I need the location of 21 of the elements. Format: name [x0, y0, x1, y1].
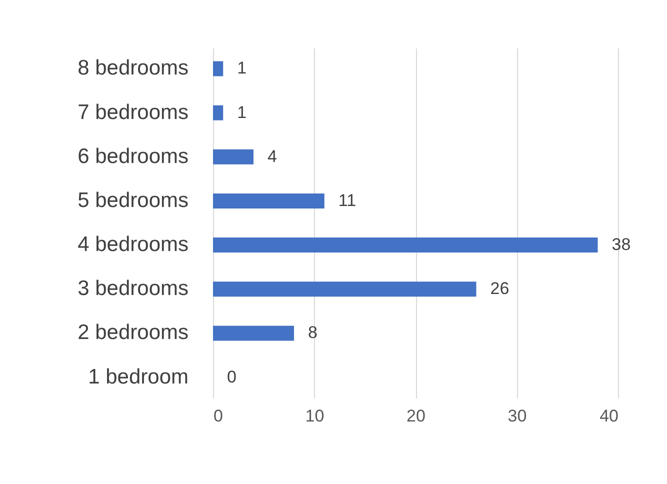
y-tick-label: 2 bedrooms	[78, 321, 188, 344]
y-tick-label: 8 bedrooms	[78, 56, 188, 80]
data-label: 1	[237, 102, 247, 122]
x-tick-label: 40	[600, 406, 618, 426]
data-label: 4	[268, 146, 277, 166]
data-label: 1	[237, 58, 247, 78]
y-tick-label: 4 bedrooms	[78, 233, 188, 256]
x-tick-label: 0	[214, 406, 223, 426]
data-label: 0	[227, 367, 236, 386]
y-tick-label: 1 bedroom	[88, 365, 188, 388]
x-tick-label: 20	[406, 406, 426, 426]
data-label: 8	[308, 323, 318, 342]
data-label: 38	[612, 235, 631, 254]
x-tick-label: 30	[508, 406, 527, 426]
data-label: 11	[338, 190, 356, 210]
y-tick-label: 3 bedrooms	[78, 277, 188, 300]
y-tick-label: 6 bedrooms	[78, 144, 188, 168]
y-tick-label: 5 bedrooms	[78, 188, 188, 212]
x-tick-label: 10	[305, 406, 324, 426]
data-label: 26	[490, 279, 510, 298]
y-tick-label: 7 bedrooms	[78, 100, 188, 124]
